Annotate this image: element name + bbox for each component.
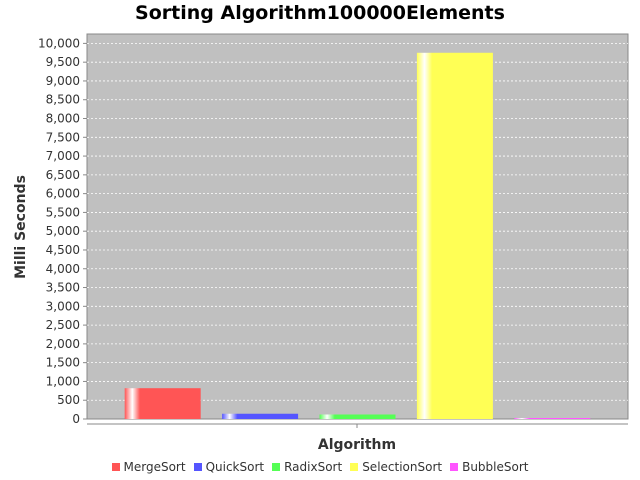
y-tick-label: 7,500	[46, 130, 80, 144]
legend-item-bubblesort: BubbleSort	[450, 460, 528, 474]
y-axis-ticks: 0 500 1,000 1,500 2,000 2,500 3,000 3,500 4,000 4…	[38, 36, 87, 426]
bar-bubblesort	[514, 418, 591, 419]
legend-label: MergeSort	[123, 460, 186, 474]
y-tick-label: 4,000	[46, 262, 80, 276]
y-tick-label: 1,000	[46, 374, 80, 388]
y-tick-label: 7,000	[46, 149, 80, 163]
y-tick-label: 2,000	[46, 337, 80, 351]
legend: MergeSort QuickSort RadixSort SelectionSort…	[0, 460, 640, 474]
plot-area	[86, 33, 629, 420]
y-tick-label: 3,000	[46, 299, 80, 313]
bar-radixsort	[319, 414, 396, 419]
y-tick-label: 8,500	[46, 93, 80, 107]
y-tick-label: 8,000	[46, 112, 80, 126]
y-tick-label: 9,500	[46, 55, 80, 69]
bar-quicksort	[222, 413, 299, 419]
y-tick-label: 1,500	[46, 356, 80, 370]
y-tick-label: 4,500	[46, 243, 80, 257]
legend-item-mergesort: MergeSort	[111, 460, 186, 474]
legend-label: BubbleSort	[462, 460, 529, 474]
y-axis-label: Milli Seconds	[13, 175, 29, 279]
y-tick-label: 6,000	[46, 187, 80, 201]
bar-mergesort	[124, 388, 201, 419]
bar-chart: 0 500 1,000 1,500 2,000 2,500 3,000 3,500 4,000 4…	[13, 33, 629, 453]
chart-title: Sorting Algorithm100000Elements	[135, 2, 505, 24]
y-tick-label: 5,000	[46, 224, 80, 238]
legend-swatch	[450, 463, 459, 471]
y-tick-label: 500	[57, 393, 80, 407]
legend-swatch	[111, 463, 120, 471]
legend-item-quicksort: QuickSort	[193, 460, 265, 474]
legend-label: RadixSort	[284, 460, 343, 474]
legend-item-radixsort: RadixSort	[272, 460, 342, 474]
legend-label: QuickSort	[205, 460, 265, 474]
y-tick-label: 3,500	[46, 281, 80, 295]
y-tick-label: 5,500	[46, 205, 80, 219]
y-tick-label: 2,500	[46, 318, 80, 332]
legend-swatch	[350, 463, 359, 471]
bars	[124, 52, 591, 419]
y-tick-label: 10,000	[38, 36, 80, 50]
y-tick-label: 0	[72, 412, 80, 426]
y-tick-label: 9,000	[46, 74, 80, 88]
y-tick-label: 6,500	[46, 168, 80, 182]
legend-item-selectionsort: SelectionSort	[350, 460, 442, 474]
legend-label: SelectionSort	[362, 460, 443, 474]
x-axis-label: Algorithm	[318, 437, 396, 453]
legend-swatch	[193, 463, 202, 471]
legend-swatch	[272, 463, 281, 471]
bar-selectionsort	[416, 52, 493, 419]
